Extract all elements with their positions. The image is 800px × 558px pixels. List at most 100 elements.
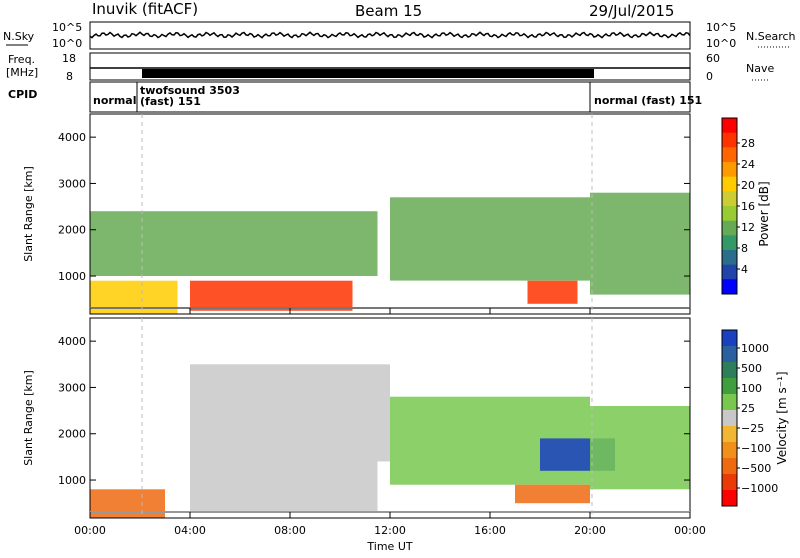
velocity-region: [590, 406, 690, 490]
noise-right-tick-top: 10^5: [706, 21, 736, 34]
noise-left-tick-bottom: 10^0: [52, 37, 82, 50]
freq-right-label: Nave: [746, 62, 774, 75]
velocity-colorbar-tick-label: −25: [741, 422, 764, 435]
x-tick-label: 04:00: [174, 524, 206, 537]
power-y-axis-label: Slant Range [km]: [22, 166, 35, 262]
velocity-region: [190, 364, 390, 462]
power-colorbar-tick-label: 20: [741, 179, 755, 192]
cpid-segment-twofsound-line2: (fast) 151: [140, 95, 201, 108]
date-title: 29/Jul/2015: [589, 2, 674, 20]
cpid-label: CPID: [8, 88, 37, 101]
freq-panel-frame: [89, 52, 691, 81]
power-region: [90, 211, 378, 276]
velocity-heatmap: [90, 364, 690, 518]
power-region: [90, 280, 178, 314]
freq-left-tick-bottom: 8: [66, 70, 73, 83]
freq-left-label-line1: Freq.: [8, 53, 35, 66]
velocity-y-tick-label: 2000: [58, 428, 86, 441]
power-colorbar: 28 24 20 16 12 8 4: [721, 117, 755, 295]
power-y-tick-label: 3000: [58, 177, 86, 190]
x-tick-label: 00:00: [74, 524, 106, 537]
power-colorbar-swatch: [722, 279, 737, 295]
freq-right-tick-top: 60: [706, 52, 720, 65]
power-region: [390, 197, 590, 281]
cpid-segment-normal-fast: normal (fast) 151: [594, 94, 702, 107]
velocity-colorbar-swatch: [722, 330, 737, 347]
power-region: [527, 280, 578, 304]
cpid-segment-twofsound: twofsound 3503: [140, 84, 240, 97]
power-colorbar-swatch: [722, 235, 737, 251]
x-tick-label: 16:00: [474, 524, 506, 537]
velocity-colorbar-swatch: [722, 394, 737, 411]
power-colorbar-tick-label: 16: [741, 200, 755, 213]
power-colorbar-swatch: [722, 147, 737, 163]
velocity-y-tick-label: 3000: [58, 381, 86, 394]
power-colorbar-tick-label: 12: [741, 221, 755, 234]
power-colorbar-swatch: [722, 132, 737, 148]
power-colorbar-tick-label: 28: [741, 137, 755, 150]
velocity-colorbar-swatch: [722, 346, 737, 363]
velocity-region: [190, 461, 378, 513]
noise-left-tick-top: 10^5: [52, 21, 82, 34]
velocity-colorbar-label: Velocity [m s⁻¹]: [775, 371, 789, 464]
velocity-y-tick-label: 4000: [58, 335, 86, 348]
station-title: Inuvik (fitACF): [92, 0, 198, 18]
power-y-axis: 1000 2000 3000 4000: [58, 131, 690, 283]
power-colorbar-swatch: [722, 206, 737, 222]
velocity-colorbar-tick-label: 100: [741, 382, 762, 395]
freq-right-tick-bottom: 0: [706, 70, 713, 83]
power-colorbar-swatch: [722, 162, 737, 178]
power-region: [590, 192, 690, 295]
cpid-panel-frame: [89, 81, 691, 113]
velocity-colorbar: 1000 500 100 25 −25 −100 −500 −1000: [721, 329, 778, 507]
velocity-colorbar-tick-label: 25: [741, 402, 755, 415]
velocity-colorbar-swatch: [722, 410, 737, 427]
velocity-y-axis: 1000 2000 3000 4000: [58, 335, 690, 487]
x-tick-label: 08:00: [274, 524, 306, 537]
velocity-colorbar-tick-label: −1000: [741, 482, 778, 495]
velocity-y-tick-label: 1000: [58, 474, 86, 487]
velocity-colorbar-tick-label: 500: [741, 362, 762, 375]
velocity-region: [515, 484, 590, 504]
power-colorbar-tick-label: 8: [741, 242, 748, 255]
noise-trace: [89, 31, 691, 39]
velocity-colorbar-swatch: [722, 458, 737, 475]
noise-left-label: N.Sky: [3, 30, 35, 43]
power-colorbar-swatch: [722, 191, 737, 207]
x-axis-label: Time UT: [366, 540, 412, 553]
power-y-tick-label: 4000: [58, 131, 86, 144]
velocity-colorbar-swatch: [722, 442, 737, 459]
time-axis: 00:00 04:00 08:00 12:00 16:00 20:00 00:00: [74, 308, 706, 537]
power-region: [190, 280, 353, 311]
beam-title: Beam 15: [355, 2, 422, 20]
velocity-colorbar-swatch: [722, 474, 737, 491]
power-colorbar-swatch: [722, 250, 737, 266]
power-heatmap: [90, 192, 690, 314]
velocity-region: [90, 489, 165, 518]
velocity-colorbar-frame: [721, 329, 738, 507]
x-tick-label: 00:00: [674, 524, 706, 537]
power-y-tick-label: 2000: [58, 224, 86, 237]
velocity-colorbar-tick-label: −500: [741, 462, 771, 475]
cpid-segment-normal: normal: [93, 94, 136, 107]
velocity-colorbar-swatch: [722, 378, 737, 395]
x-tick-label: 20:00: [574, 524, 606, 537]
velocity-colorbar-tick-label: 1000: [741, 342, 769, 355]
x-tick-label: 12:00: [374, 524, 406, 537]
power-colorbar-swatch: [722, 118, 737, 134]
power-colorbar-tick-label: 24: [741, 158, 755, 171]
nave-trace-block: [142, 69, 594, 78]
power-colorbar-swatch: [722, 176, 737, 192]
velocity-colorbar-swatch: [722, 362, 737, 379]
freq-left-label-line2: [MHz]: [6, 66, 38, 79]
power-colorbar-label: Power [dB]: [757, 181, 771, 246]
velocity-colorbar-swatch: [722, 426, 737, 443]
velocity-colorbar-swatch: [722, 490, 737, 507]
noise-right-tick-bottom: 10^0: [706, 37, 736, 50]
noise-right-label: N.Search: [746, 30, 796, 43]
power-colorbar-tick-label: 4: [741, 263, 748, 276]
power-y-tick-label: 1000: [58, 270, 86, 283]
power-colorbar-swatch: [722, 264, 737, 280]
power-colorbar-swatch: [722, 220, 737, 236]
